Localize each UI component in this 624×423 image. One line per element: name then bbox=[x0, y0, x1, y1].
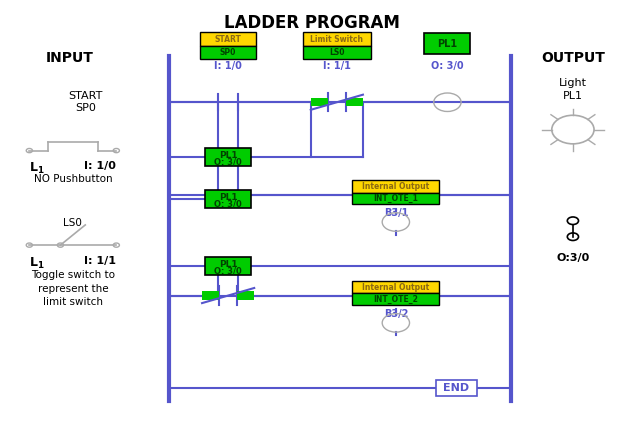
FancyBboxPatch shape bbox=[202, 291, 220, 300]
FancyBboxPatch shape bbox=[303, 33, 371, 46]
Text: O: 3/0: O: 3/0 bbox=[214, 199, 242, 209]
Text: Internal Output: Internal Output bbox=[363, 283, 429, 291]
Text: Light
PL1: Light PL1 bbox=[559, 78, 587, 101]
Text: Limit Switch: Limit Switch bbox=[310, 35, 363, 44]
Text: INT_OTE_2: INT_OTE_2 bbox=[373, 295, 418, 304]
Text: START: START bbox=[215, 35, 241, 44]
Text: Toggle switch to
represent the
limit switch: Toggle switch to represent the limit swi… bbox=[31, 270, 115, 307]
Text: I: 1/0: I: 1/0 bbox=[214, 61, 242, 71]
FancyBboxPatch shape bbox=[346, 98, 363, 107]
FancyBboxPatch shape bbox=[353, 180, 439, 192]
Text: Internal Output: Internal Output bbox=[363, 182, 429, 191]
Text: $\mathbf{L_1}$: $\mathbf{L_1}$ bbox=[29, 161, 45, 176]
Text: START
SP0: START SP0 bbox=[68, 91, 102, 113]
FancyBboxPatch shape bbox=[237, 291, 254, 300]
Text: O:3/0: O:3/0 bbox=[556, 253, 590, 263]
Text: I: 1/1: I: 1/1 bbox=[84, 255, 116, 266]
Text: I: 1/1: I: 1/1 bbox=[323, 61, 351, 71]
FancyBboxPatch shape bbox=[311, 98, 328, 107]
Text: PL1: PL1 bbox=[219, 151, 238, 159]
FancyBboxPatch shape bbox=[200, 33, 256, 46]
Text: $\mathbf{L_1}$: $\mathbf{L_1}$ bbox=[29, 255, 45, 271]
Text: I: 1/0: I: 1/0 bbox=[84, 161, 116, 171]
FancyBboxPatch shape bbox=[205, 257, 251, 275]
Text: PL1: PL1 bbox=[437, 39, 457, 49]
Text: B3/2: B3/2 bbox=[384, 309, 408, 319]
Text: O: 3/0: O: 3/0 bbox=[214, 157, 242, 166]
Text: OUTPUT: OUTPUT bbox=[541, 51, 605, 65]
FancyBboxPatch shape bbox=[205, 190, 251, 208]
Text: O: 3/0: O: 3/0 bbox=[431, 61, 464, 71]
Text: PL1: PL1 bbox=[219, 192, 238, 202]
FancyBboxPatch shape bbox=[353, 294, 439, 305]
Text: LADDER PROGRAM: LADDER PROGRAM bbox=[224, 14, 400, 32]
Text: PL1: PL1 bbox=[219, 260, 238, 269]
Text: END: END bbox=[444, 383, 469, 393]
FancyBboxPatch shape bbox=[353, 192, 439, 204]
Text: INT_OTE_1: INT_OTE_1 bbox=[373, 194, 418, 203]
FancyBboxPatch shape bbox=[424, 33, 470, 54]
FancyBboxPatch shape bbox=[205, 148, 251, 166]
Text: B3/1: B3/1 bbox=[384, 208, 408, 218]
Text: LS0: LS0 bbox=[329, 48, 344, 57]
FancyBboxPatch shape bbox=[436, 379, 477, 396]
Text: INPUT: INPUT bbox=[46, 51, 94, 65]
FancyBboxPatch shape bbox=[200, 46, 256, 58]
FancyBboxPatch shape bbox=[353, 281, 439, 294]
Text: O: 3/0: O: 3/0 bbox=[214, 266, 242, 275]
FancyBboxPatch shape bbox=[303, 46, 371, 58]
Text: SP0: SP0 bbox=[220, 48, 236, 57]
Text: LS0: LS0 bbox=[64, 218, 82, 228]
Text: NO Pushbutton: NO Pushbutton bbox=[34, 174, 112, 184]
